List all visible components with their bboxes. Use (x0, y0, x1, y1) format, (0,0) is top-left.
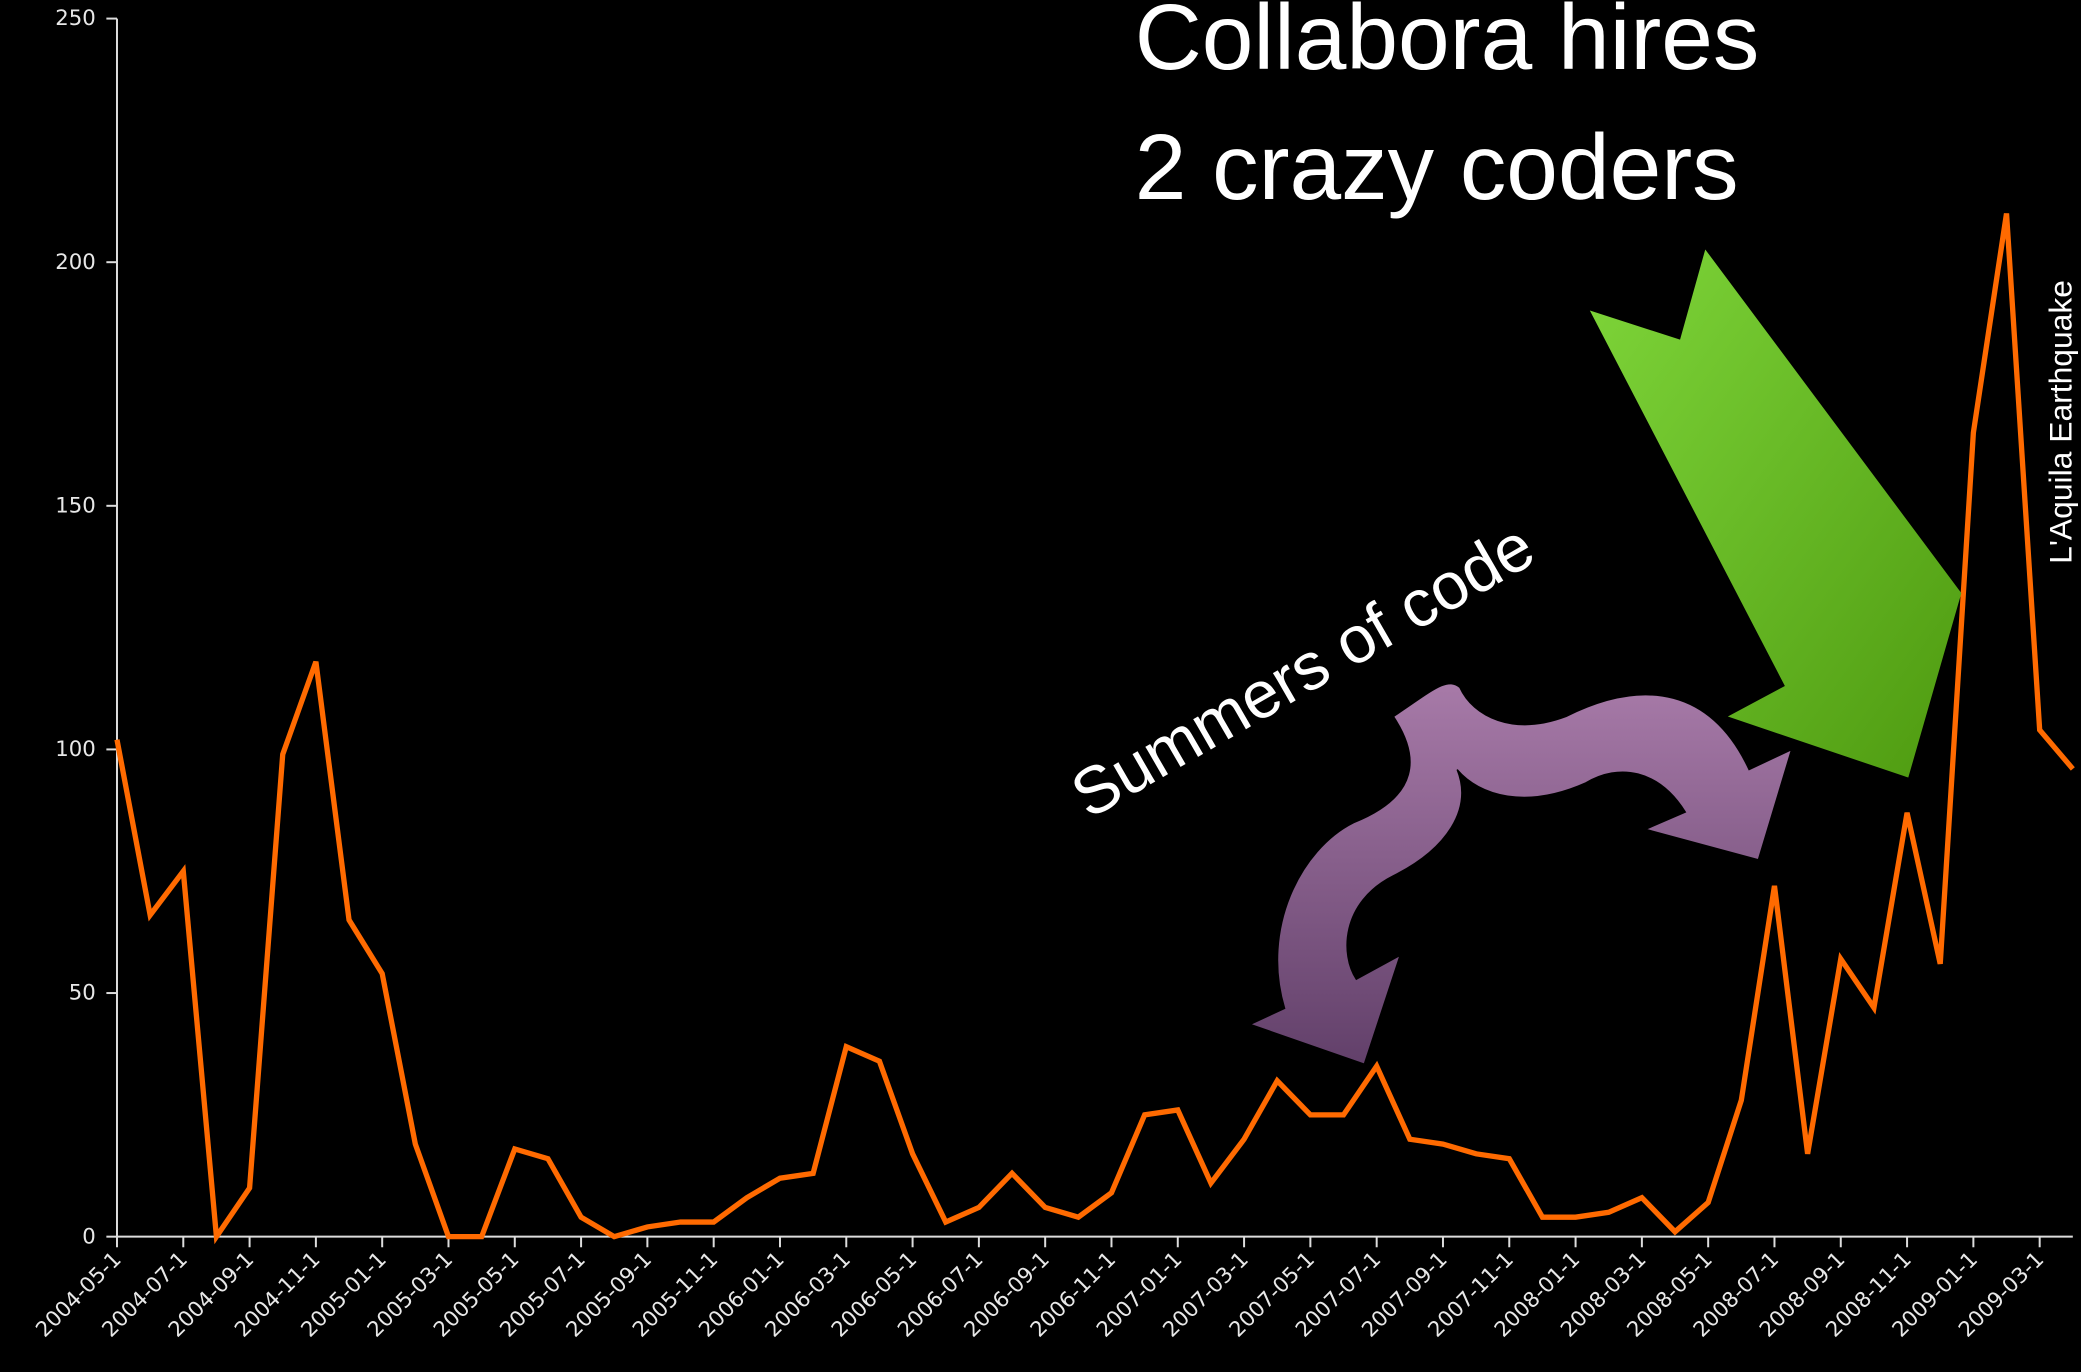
y-tick-label: 0 (82, 1224, 96, 1249)
annotation: Collabora hires (1135, 0, 1760, 89)
y-tick-label: 250 (55, 6, 96, 31)
y-tick-label: 200 (55, 250, 96, 275)
y-tick-label: 150 (55, 493, 96, 518)
annotation: L'Aquila Earthquake (2042, 280, 2078, 564)
annotation: 2 crazy coders (1135, 115, 1739, 219)
background (0, 0, 2081, 1372)
y-tick-label: 100 (55, 737, 96, 762)
chart: 0501001502002502004-05-12004-07-12004-09… (0, 0, 2081, 1372)
y-tick-label: 50 (69, 981, 96, 1006)
